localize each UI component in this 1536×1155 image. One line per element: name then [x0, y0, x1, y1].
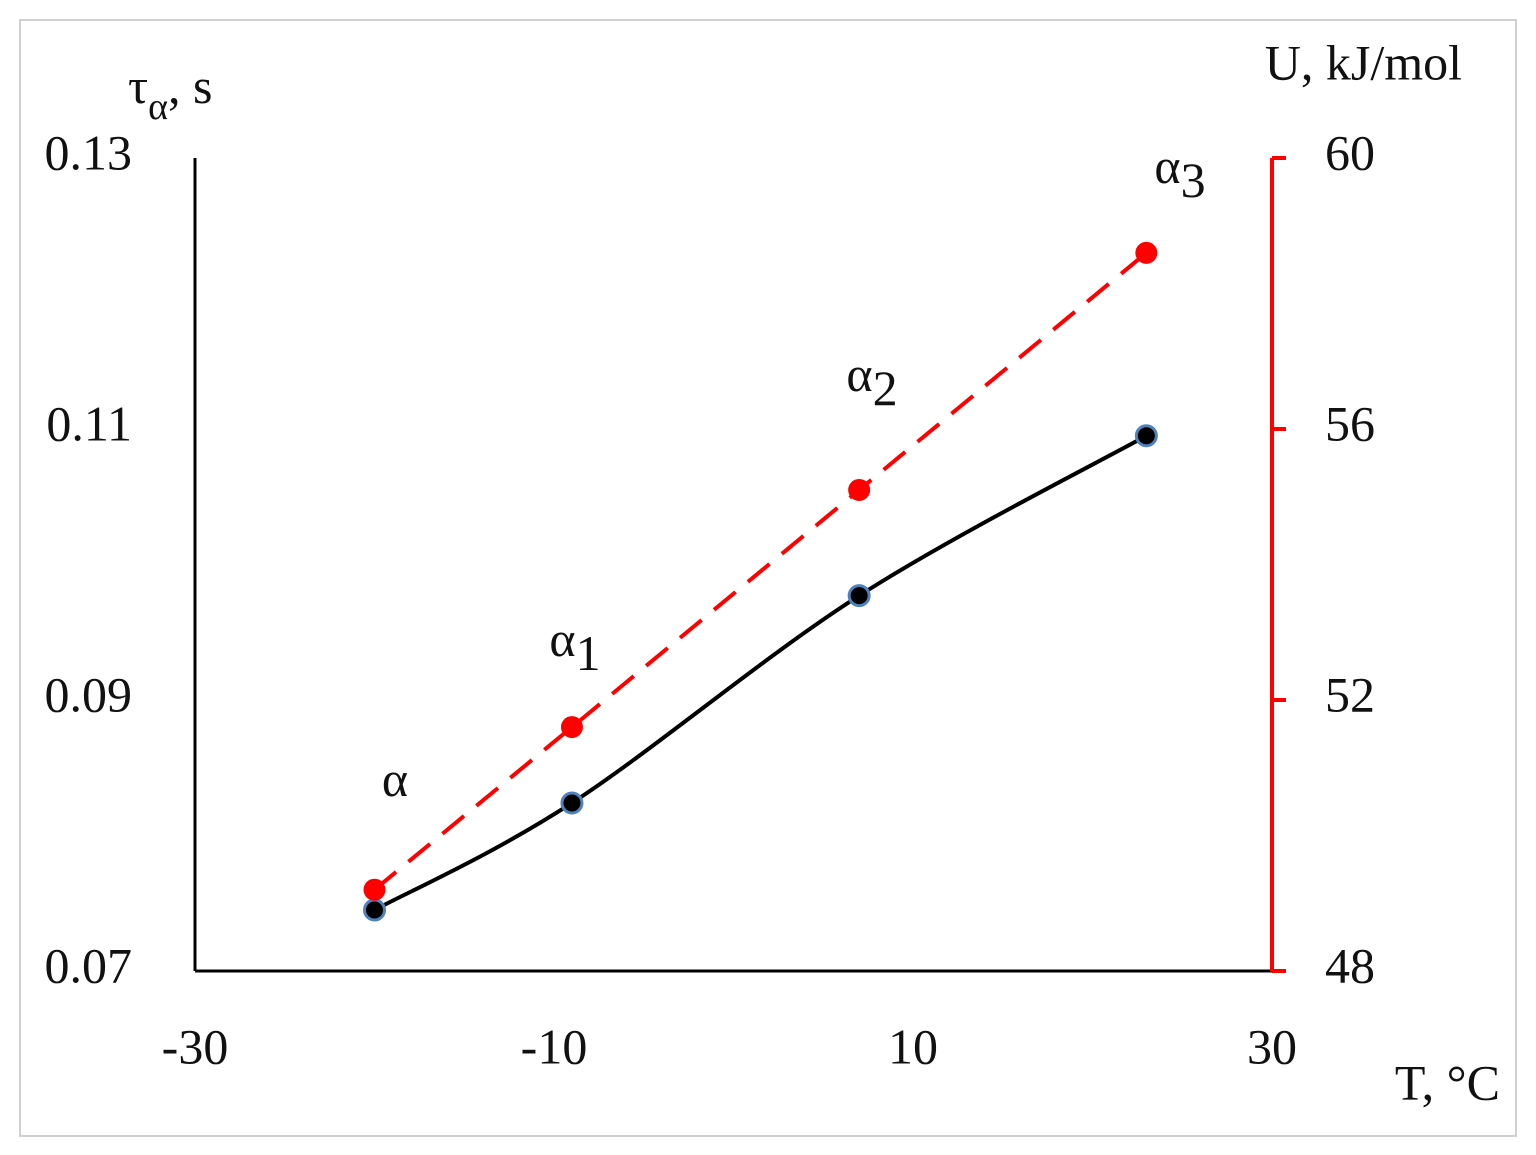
y-axis-label: τα, s	[128, 58, 212, 127]
x-tick-label: 10	[888, 1018, 938, 1074]
point	[848, 478, 871, 501]
annotation: α2	[846, 346, 897, 416]
series-line	[373, 251, 1148, 892]
point	[560, 791, 584, 815]
annotation-text: α	[846, 346, 872, 402]
annotation: α	[382, 751, 408, 807]
annotation-sub: 1	[576, 625, 601, 681]
y2-tick-label: 52	[1325, 666, 1375, 722]
point	[363, 878, 386, 901]
annotation: α3	[1154, 138, 1205, 208]
x-tick-label: -30	[162, 1018, 229, 1074]
annotation-text: α	[549, 611, 575, 667]
annotation-text: α	[1154, 138, 1180, 194]
y-tick-label: 0.09	[45, 666, 133, 722]
y-tick-label: 0.11	[46, 395, 132, 451]
frame	[19, 19, 1517, 1137]
annotation: α1	[549, 611, 600, 681]
x-tick-label: -10	[521, 1018, 588, 1074]
y-label-rest: , s	[168, 58, 212, 114]
x-axis-label: T, °C	[1395, 1054, 1500, 1110]
point	[847, 584, 871, 608]
annotation-sub: 3	[1181, 152, 1206, 208]
y2-tick-label: 60	[1325, 124, 1375, 180]
point	[363, 898, 386, 922]
y-tick-label: 0.07	[45, 937, 133, 993]
y-label-main: τ	[128, 58, 148, 114]
point	[1134, 424, 1158, 448]
series-line	[373, 434, 1148, 912]
y-tick-label: 0.13	[45, 124, 133, 180]
y2-tick-label: 56	[1325, 395, 1375, 451]
y2-axis-label: U, kJ/mol	[1265, 34, 1462, 90]
point	[1135, 241, 1158, 264]
annotation-text: α	[382, 751, 408, 807]
y2-tick-label: 48	[1325, 937, 1375, 993]
point	[560, 716, 583, 739]
annotation-sub: 2	[873, 360, 898, 416]
y-label-sub: α	[148, 86, 168, 128]
x-tick-label: 30	[1247, 1018, 1297, 1074]
